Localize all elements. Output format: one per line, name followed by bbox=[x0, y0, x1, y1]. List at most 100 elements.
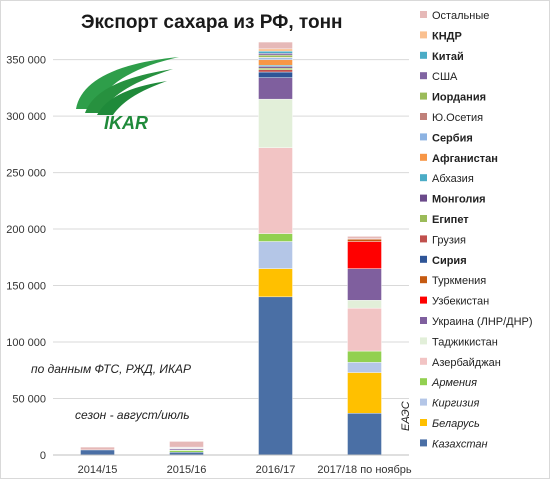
legend-label: США bbox=[432, 71, 458, 83]
legend-swatch bbox=[420, 276, 427, 284]
legend-swatch bbox=[420, 337, 427, 345]
legend-swatch bbox=[420, 419, 427, 426]
bar-segment bbox=[169, 450, 204, 453]
legend-label: Остальные bbox=[432, 10, 489, 22]
legend-swatch bbox=[420, 378, 427, 386]
legend-label: Узбекистан bbox=[432, 296, 489, 308]
bar-segment bbox=[258, 241, 293, 269]
y-tick-label: 0 bbox=[40, 450, 46, 462]
bar-segment bbox=[258, 57, 293, 60]
bar-segment bbox=[258, 268, 293, 298]
legend-label: Казахстан bbox=[432, 438, 488, 450]
bar-segment bbox=[347, 350, 382, 363]
legend-label: Беларусь bbox=[432, 418, 480, 430]
bar-segment bbox=[347, 268, 382, 301]
legend-label: Абхазия bbox=[432, 173, 474, 185]
bar-segment bbox=[258, 54, 293, 58]
legend-swatch bbox=[420, 194, 427, 202]
legend-swatch bbox=[420, 31, 427, 39]
chart-title: Экспорт сахара из РФ, тонн bbox=[81, 12, 343, 33]
legend-label: Монголия bbox=[432, 194, 486, 206]
bar-segment bbox=[258, 53, 293, 56]
bar-segment bbox=[347, 236, 382, 239]
legend-label: Армения bbox=[431, 377, 477, 389]
legend-label: Сирия bbox=[432, 255, 467, 267]
legend-label: Афганистан bbox=[432, 153, 498, 165]
bar-segment bbox=[80, 449, 115, 456]
bar-segment bbox=[347, 413, 382, 456]
legend-swatch bbox=[420, 439, 427, 447]
legend-swatch bbox=[420, 235, 427, 243]
legend-swatch bbox=[420, 11, 427, 18]
y-tick-label: 350 000 bbox=[6, 55, 46, 67]
legend-label: Украина (ЛНР/ДНР) bbox=[432, 316, 533, 328]
legend-label: Туркмения bbox=[432, 275, 486, 287]
legend-swatch bbox=[420, 51, 427, 59]
bar-segment bbox=[258, 66, 293, 69]
bar-segment bbox=[347, 307, 382, 352]
source-annotation: по данным ФТС, РЖД, ИКАР bbox=[31, 362, 191, 376]
ikar-logo: IKAR bbox=[76, 57, 179, 133]
legend-swatch bbox=[420, 92, 427, 100]
x-tick-label: 2016/17 bbox=[256, 464, 296, 476]
bar-segment bbox=[347, 362, 382, 373]
legend-label: Азербайджан bbox=[432, 357, 501, 369]
bar-segment bbox=[258, 59, 293, 66]
legend-swatch bbox=[420, 398, 427, 406]
y-tick-label: 150 000 bbox=[6, 281, 46, 293]
legend-swatch bbox=[420, 215, 427, 222]
legend-swatch bbox=[420, 153, 427, 161]
legend-swatch bbox=[420, 133, 427, 141]
bar-segment bbox=[258, 41, 293, 50]
logo-text: IKAR bbox=[104, 113, 148, 133]
legend-label: Грузия bbox=[432, 234, 466, 246]
legend-label: Киргизия bbox=[432, 398, 479, 410]
legend-label: Китай bbox=[432, 51, 464, 63]
legend-label: Иордания bbox=[432, 92, 486, 104]
bar-segment bbox=[347, 300, 382, 309]
bar-segment bbox=[347, 241, 382, 269]
bar-segment bbox=[258, 48, 293, 52]
legend-swatch bbox=[420, 317, 427, 324]
y-tick-label: 50 000 bbox=[12, 394, 46, 406]
legend-label: Ю.Осетия bbox=[432, 112, 483, 124]
bar-segment bbox=[258, 77, 293, 100]
legend-swatch bbox=[420, 113, 427, 120]
x-axis-ticks: 2014/15 2015/16 2016/17 2017/18 по ноябрь bbox=[78, 464, 412, 476]
legend-label: Сербия bbox=[432, 132, 473, 144]
bar-segment bbox=[258, 296, 293, 456]
bar-segment bbox=[258, 67, 293, 70]
x-tick-label: 2015/16 bbox=[167, 464, 207, 476]
legend-group-label: ЕАЭС bbox=[400, 401, 412, 431]
y-tick-label: 200 000 bbox=[6, 224, 46, 236]
legend-swatch bbox=[420, 296, 427, 304]
legend: Остальные КНДР Китай США Иордания Ю.Осетия Сер… bbox=[420, 10, 533, 450]
legend-swatch bbox=[420, 357, 427, 365]
bar-segment bbox=[258, 98, 293, 148]
legend-label: Таджикистан bbox=[432, 336, 498, 348]
y-tick-label: 100 000 bbox=[6, 337, 46, 349]
bar-segment bbox=[80, 446, 115, 451]
bar-segment bbox=[347, 239, 382, 242]
bar-segment bbox=[258, 50, 293, 54]
bar-segment bbox=[258, 147, 293, 234]
y-tick-label: 300 000 bbox=[6, 111, 46, 123]
bar-segment bbox=[169, 441, 204, 448]
legend-label: Египет bbox=[432, 214, 469, 226]
y-tick-label: 250 000 bbox=[6, 168, 46, 180]
legend-swatch bbox=[420, 72, 427, 80]
x-tick-label: 2017/18 по ноябрь bbox=[317, 464, 412, 476]
bar-segment bbox=[258, 233, 293, 242]
season-annotation: сезон - август/июль bbox=[75, 408, 190, 422]
bar-segment bbox=[347, 372, 382, 414]
y-axis-ticks: 0 50 000 100 000 150 000 200 000 250 000 300 0… bbox=[6, 55, 46, 462]
gridlines bbox=[53, 59, 409, 400]
x-tick-label: 2014/15 bbox=[78, 464, 118, 476]
bars bbox=[80, 41, 382, 456]
legend-label: КНДР bbox=[432, 30, 462, 42]
bar-segment bbox=[258, 71, 293, 78]
legend-swatch bbox=[420, 174, 427, 182]
bar-segment bbox=[258, 69, 293, 73]
